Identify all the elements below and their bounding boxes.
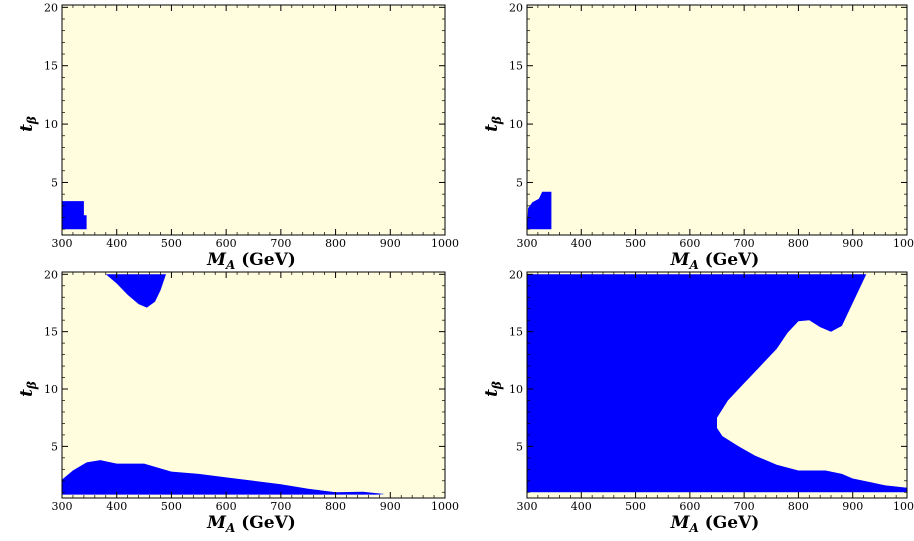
x-tick-label: 300 [517,237,538,250]
x-tick-label: 500 [625,500,646,513]
x-tick-label: 800 [788,500,809,513]
y-tick-label: 10 [509,383,523,396]
y-tick-label: 20 [509,1,523,14]
plot-frame [526,271,908,499]
x-tick-label: 1000 [431,500,459,513]
panel-top-left: 300 400 500 600 700 800 900 1000 5 10 15 20 MA (GeV)… [17,1,459,272]
excluded-region-1 [527,274,907,493]
x-tick-label: 600 [216,500,237,513]
x-tick-label: 1000 [431,237,459,250]
y-axis-label: tβ [17,381,39,397]
excluded-region-1 [527,191,552,230]
x-tick-label: 500 [161,500,182,513]
plot-frame [61,271,446,499]
x-tick-label: 600 [216,237,237,250]
x-tick-label: 400 [571,500,592,513]
x-tick-label: 300 [52,237,73,250]
x-axis-label: MA (GeV) [670,250,760,272]
y-tick-label: 15 [509,60,523,73]
plot-background [62,5,445,235]
y-axis-label: tβ [482,381,504,397]
plot-background [62,272,445,498]
excluded-region-1 [62,201,87,230]
x-tick-label: 900 [842,500,863,513]
y-tick-label: 5 [516,176,523,189]
plot-frame [526,4,908,236]
x-tick-label: 900 [842,237,863,250]
x-tick-label: 800 [325,500,346,513]
y-axis-label: tβ [482,116,504,132]
y-tick-label: 5 [51,176,58,189]
x-tick-label: 800 [788,237,809,250]
x-tick-label: 300 [517,500,538,513]
excluded-region-1 [105,274,166,308]
x-tick-label: 600 [679,500,700,513]
x-tick-label: 400 [106,237,127,250]
y-tick-label: 5 [51,440,58,453]
x-tick-label: 700 [734,237,755,250]
y-tick-label: 20 [44,1,58,14]
y-tick-label: 15 [509,326,523,339]
panel-top-right: 300 400 500 600 700 800 900 1000 5 10 15 20 MA (GeV)… [482,1,914,272]
y-tick-label: 20 [44,268,58,281]
x-tick-label: 1000 [893,237,914,250]
x-tick-label: 600 [679,237,700,250]
plot-background [527,5,907,235]
x-axis-label: MA (GeV) [206,250,296,272]
x-tick-label: 700 [270,237,291,250]
y-tick-label: 5 [516,440,523,453]
panel-bottom-left: 300 400 500 600 700 800 900 1000 5 10 15 20 MA (GeV)… [17,268,459,535]
x-tick-label: 900 [380,500,401,513]
y-tick-label: 15 [44,326,58,339]
x-tick-label: 900 [380,237,401,250]
x-tick-label: 300 [52,500,73,513]
x-axis-label: MA (GeV) [670,513,760,535]
y-tick-label: 20 [509,268,523,281]
y-tick-label: 10 [44,118,58,131]
x-tick-label: 400 [106,500,127,513]
x-tick-label: 700 [734,500,755,513]
x-tick-label: 500 [161,237,182,250]
y-tick-label: 10 [509,118,523,131]
excluded-region-2 [62,460,385,495]
x-tick-label: 800 [325,237,346,250]
x-tick-label: 500 [625,237,646,250]
x-tick-label: 400 [571,237,592,250]
y-tick-label: 15 [44,60,58,73]
x-tick-label: 1000 [893,500,914,513]
y-axis-label: tβ [17,116,39,132]
panel-bottom-right: 300 400 500 600 700 800 900 1000 5 10 15 20 MA (GeV)… [482,268,914,535]
plot-frame [61,4,446,236]
x-axis-label: MA (GeV) [206,513,296,535]
y-tick-label: 10 [44,383,58,396]
x-tick-label: 700 [270,500,291,513]
